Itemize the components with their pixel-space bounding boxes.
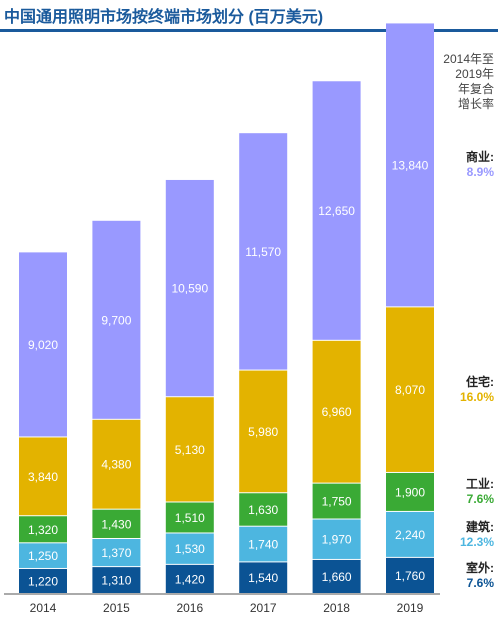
data-label: 1,630 — [248, 503, 278, 517]
bar-segment-commercial — [386, 23, 434, 307]
bar-segment-residential — [165, 397, 214, 502]
bar-segment-commercial — [19, 252, 67, 437]
bar-segment-residential — [312, 340, 361, 483]
bar-segment-building — [92, 539, 141, 567]
cagr-header-line: 2014年至 — [443, 52, 494, 66]
segment-label-building: 建筑: 12.3% — [460, 520, 494, 550]
segment-cagr: 16.0% — [459, 390, 494, 405]
bar-segment-residential — [386, 307, 434, 472]
bar-segment-outdoor — [92, 567, 141, 593]
data-label: 11,570 — [245, 245, 281, 259]
bar-segment-outdoor — [312, 559, 361, 593]
data-label: 1,420 — [175, 572, 205, 586]
segment-cagr: 7.6% — [466, 575, 494, 590]
data-label: 1,220 — [28, 574, 58, 588]
bar-segment-industrial — [165, 502, 214, 533]
data-label: 2,240 — [395, 528, 425, 542]
bar-segment-industrial — [386, 472, 434, 511]
segment-name: 室外: — [466, 560, 494, 575]
bar-segment-outdoor — [19, 568, 67, 593]
x-tick-label: 2017 — [250, 601, 277, 615]
data-label: 9,020 — [28, 338, 58, 352]
data-label: 4,380 — [101, 458, 131, 472]
data-label: 12,650 — [318, 204, 355, 218]
bar-segment-residential — [239, 370, 288, 493]
bar-segment-building — [312, 519, 361, 559]
cagr-header-line: 年复合 — [457, 82, 494, 96]
data-label: 1,760 — [395, 569, 425, 583]
x-tick-label: 2014 — [30, 601, 57, 615]
bar-segment-industrial — [19, 516, 67, 543]
bar-segment-commercial — [239, 133, 288, 370]
data-label: 9,700 — [101, 313, 131, 327]
title-underline — [0, 29, 498, 32]
segment-label-outdoor: 室外: 7.6% — [466, 561, 494, 591]
segment-label-residential: 住宅: 16.0% — [460, 375, 494, 405]
data-label: 1,970 — [322, 533, 352, 547]
bar-segment-industrial — [312, 483, 361, 519]
bar-segment-residential — [92, 419, 141, 509]
data-label: 5,130 — [175, 443, 205, 457]
x-tick-label: 2015 — [103, 601, 130, 615]
bars-layer: 1,220 1,250 1,320 3,840 9,020 1,310 1,370 1,430… — [19, 23, 434, 593]
data-label: 13,840 — [392, 158, 429, 172]
cagr-header-line: 2019年 — [455, 67, 494, 81]
cagr-header-line: 增长率 — [457, 97, 494, 111]
segment-label-commercial: 商业: 8.9% — [466, 150, 494, 180]
segment-cagr: 12.3% — [459, 534, 494, 549]
x-tick-label: 2018 — [323, 601, 350, 615]
data-label: 1,310 — [101, 574, 131, 588]
segment-cagr: 8.9% — [466, 165, 494, 180]
data-label: 1,750 — [322, 495, 352, 509]
data-label: 10,590 — [171, 282, 208, 296]
bar-segment-building — [19, 543, 67, 568]
bar-segment-commercial — [312, 81, 361, 340]
bar-segment-building — [386, 511, 434, 557]
data-label: 1,660 — [322, 570, 352, 584]
bar-segment-industrial — [92, 509, 141, 539]
bar-segment-residential — [19, 437, 67, 516]
data-label: 1,370 — [101, 546, 131, 560]
segment-name: 工业: — [466, 477, 494, 492]
data-label: 1,430 — [101, 517, 131, 531]
bar-segment-industrial — [239, 493, 288, 526]
bar-segment-commercial — [92, 220, 141, 419]
segment-name: 住宅: — [466, 375, 494, 390]
chart-title: 中国通用照明市场按终端市场划分 (百万美元) — [4, 9, 324, 26]
bar-segment-outdoor — [239, 562, 288, 593]
segment-label-industrial: 工业: 7.6% — [466, 477, 494, 507]
x-tick-label: 2016 — [176, 601, 203, 615]
data-label: 1,540 — [248, 571, 278, 585]
segment-cagr: 7.6% — [466, 492, 494, 507]
data-label: 1,740 — [248, 538, 278, 552]
data-label: 6,960 — [322, 405, 352, 419]
data-label: 1,530 — [175, 542, 205, 556]
segment-name: 商业: — [466, 150, 494, 165]
data-label: 1,510 — [175, 511, 205, 525]
bar-segment-building — [239, 526, 288, 562]
bar-segment-building — [165, 533, 214, 564]
data-label: 1,250 — [28, 549, 58, 563]
data-label: 5,980 — [248, 425, 278, 439]
segment-name: 建筑: — [466, 519, 494, 534]
data-label: 1,320 — [28, 523, 58, 537]
bar-segment-commercial — [165, 179, 214, 397]
x-tick-label: 2019 — [397, 601, 424, 615]
x-tick-labels: 2014 2015 2016 2017 2018 2019 — [30, 601, 424, 615]
data-label: 3,840 — [28, 470, 58, 484]
bar-segment-outdoor — [165, 564, 214, 593]
bar-segment-outdoor — [386, 557, 434, 593]
cagr-header: 2014年至 2019年 年复合 增长率 — [436, 52, 494, 112]
data-label: 8,070 — [395, 383, 425, 397]
data-label: 1,900 — [395, 485, 425, 499]
